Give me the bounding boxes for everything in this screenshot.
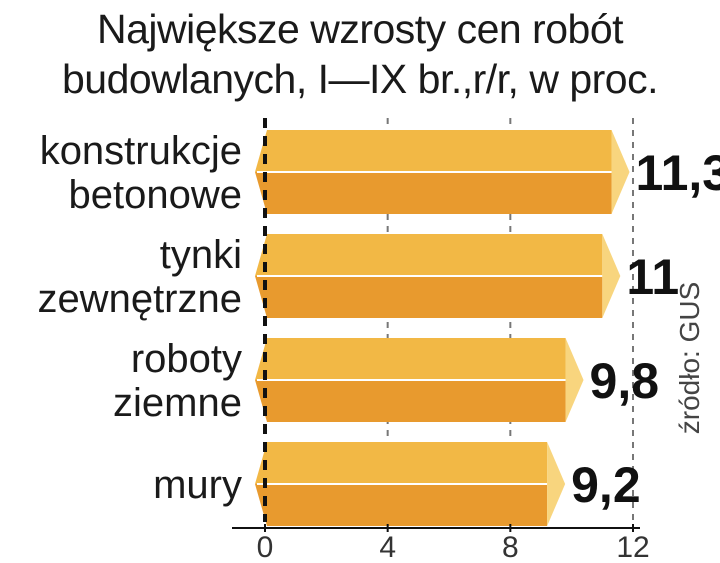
chart-title-line-1: Największe wzrosty cen robót	[96, 6, 624, 52]
bar-2-bottom	[255, 276, 603, 318]
bar-4-tip	[547, 442, 566, 526]
bar-2-top	[255, 234, 603, 276]
bar-1-bottom	[255, 172, 612, 214]
source-note: źródło: GUS	[674, 281, 705, 435]
bar-2-tip	[602, 234, 621, 318]
bar-3-bottom	[255, 380, 566, 422]
bar-3-top	[255, 338, 566, 380]
value-label-3: 9,8	[590, 353, 660, 409]
category-label-2-line-2: zewnętrzne	[37, 277, 242, 321]
value-label-1: 11,3	[636, 145, 720, 201]
x-tick-label-4: 4	[379, 531, 396, 563]
category-label-3-line-1: roboty	[131, 337, 242, 381]
category-label-2-line-1: tynki	[160, 233, 242, 277]
bar-3-tip	[565, 338, 584, 422]
x-tick-label-12: 12	[616, 531, 649, 563]
bar-4-top	[255, 442, 548, 484]
chart-title: Największe wzrosty cen robót budowlanych…	[0, 4, 720, 104]
category-label-1-line-1: konstrukcje	[40, 129, 242, 173]
category-label-1-line-2: betonowe	[69, 173, 242, 217]
x-tick-label-0: 0	[257, 531, 274, 563]
value-label-2: 11	[626, 249, 679, 305]
bar-1-tip	[611, 130, 630, 214]
category-label-3-line-2: ziemne	[113, 381, 242, 425]
category-label-4-line-1: mury	[153, 463, 242, 507]
x-tick-label-8: 8	[502, 531, 519, 563]
bar-1-top	[255, 130, 612, 172]
chart-title-line-2: budowlanych, I—IX br.,r/r, w proc.	[62, 56, 658, 102]
value-label-4: 9,2	[571, 457, 641, 513]
bar-4-bottom	[255, 484, 548, 526]
